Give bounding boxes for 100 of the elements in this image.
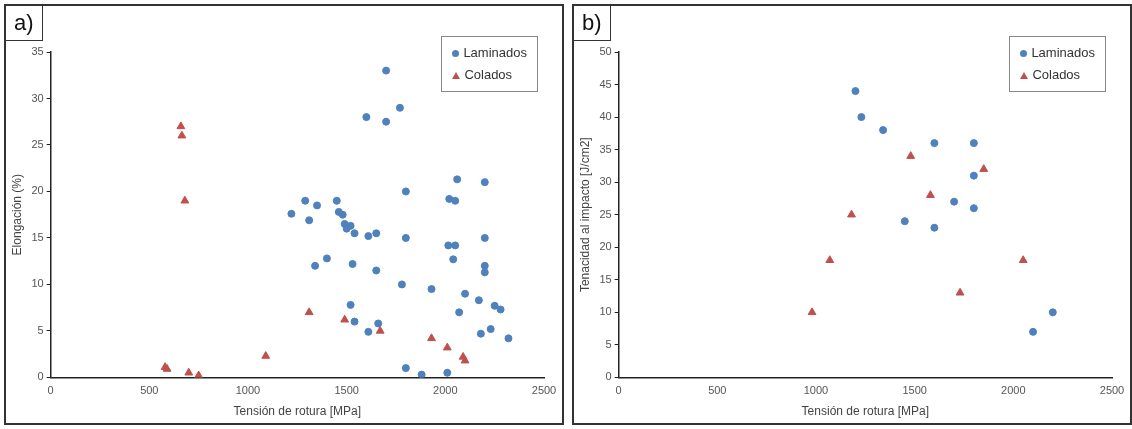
point (1018, 255, 1028, 264)
point (401, 364, 410, 373)
x-tick-label: 2500 (531, 384, 557, 397)
x-tick-label: 2000 (1001, 384, 1026, 397)
point (969, 204, 978, 213)
point (194, 370, 204, 378)
point (807, 307, 817, 316)
point (490, 301, 499, 310)
y-tick-label: 15 (31, 230, 44, 243)
point (453, 175, 462, 184)
point (184, 367, 194, 376)
y-tick-label: 25 (31, 138, 44, 150)
text: b) (574, 6, 611, 41)
x-tick-label: 2500 (1099, 384, 1125, 397)
point (304, 307, 314, 316)
x-axis-title: Tensión de rotura [MPa] (233, 404, 362, 419)
point (857, 113, 866, 122)
point (476, 329, 485, 338)
y-tick-label: 45 (599, 77, 612, 90)
y-tick-label: 25 (599, 207, 612, 220)
point (900, 217, 909, 226)
y-tick-label: 5 (605, 337, 612, 350)
point (401, 233, 410, 242)
y-tick-label: 35 (31, 45, 44, 58)
point (417, 370, 426, 378)
point (305, 216, 314, 225)
legend-label: Laminados (463, 44, 527, 62)
y-axis-title: Elongación (%) (9, 174, 24, 256)
point (504, 334, 513, 343)
point (364, 232, 373, 241)
y-tick-label: 20 (31, 184, 44, 197)
y-tick-label: 10 (31, 277, 44, 290)
point (955, 287, 965, 296)
point (322, 254, 331, 263)
point (382, 66, 391, 75)
point (427, 285, 436, 294)
point (350, 317, 359, 326)
y-axis-title: Tenacidad al impacto [J/cm2] (577, 137, 592, 293)
point (930, 139, 939, 148)
point (443, 368, 452, 377)
point (451, 241, 460, 250)
y-tick-label: 30 (599, 175, 612, 188)
point (851, 87, 860, 96)
point (287, 209, 296, 218)
point (847, 209, 856, 218)
x-tick-label: 500 (708, 384, 727, 397)
x-tick-label: 0 (615, 384, 622, 397)
point (461, 289, 470, 298)
x-tick-label: 1000 (235, 384, 261, 397)
text: a) (6, 6, 43, 41)
x-tick-label: 1500 (902, 384, 927, 397)
point (177, 130, 187, 139)
point (338, 210, 347, 219)
point (906, 151, 916, 159)
point (449, 255, 458, 264)
point (455, 308, 464, 317)
point (480, 178, 489, 187)
point (313, 201, 322, 210)
x-tick-label: 1000 (803, 384, 829, 397)
point (261, 351, 271, 359)
point (340, 314, 350, 323)
x-tick-label: 2000 (433, 384, 458, 397)
point (825, 255, 835, 264)
point (427, 333, 436, 342)
point (486, 325, 495, 334)
point (1048, 308, 1057, 317)
point (180, 195, 190, 204)
point (969, 171, 978, 180)
legend-label: Colados (464, 66, 513, 84)
point (460, 355, 470, 364)
point (362, 113, 371, 122)
point (1029, 327, 1038, 336)
point (311, 261, 320, 270)
legend-label: Colados (1032, 66, 1081, 84)
point (930, 223, 939, 232)
point (480, 233, 489, 242)
point (374, 319, 383, 328)
point (382, 117, 391, 126)
point (372, 229, 381, 238)
point (950, 197, 959, 206)
point (444, 241, 453, 250)
point (332, 196, 341, 205)
x-tick-label: 500 (140, 384, 159, 397)
point (346, 300, 355, 309)
point (480, 261, 489, 270)
y-tick-label: 50 (599, 45, 612, 58)
point (496, 305, 505, 314)
y-tick-label: 10 (599, 305, 612, 318)
x-tick-label: 1500 (334, 384, 359, 397)
point (364, 327, 373, 336)
point (348, 259, 357, 268)
y-tick-label: 35 (599, 142, 612, 155)
legend-label: Laminados (1031, 44, 1095, 62)
point (401, 187, 410, 196)
point (301, 196, 310, 205)
point (375, 325, 385, 334)
point (395, 103, 404, 112)
y-tick-label: 15 (599, 272, 612, 285)
point (372, 266, 381, 275)
y-tick-label: 40 (599, 110, 612, 123)
